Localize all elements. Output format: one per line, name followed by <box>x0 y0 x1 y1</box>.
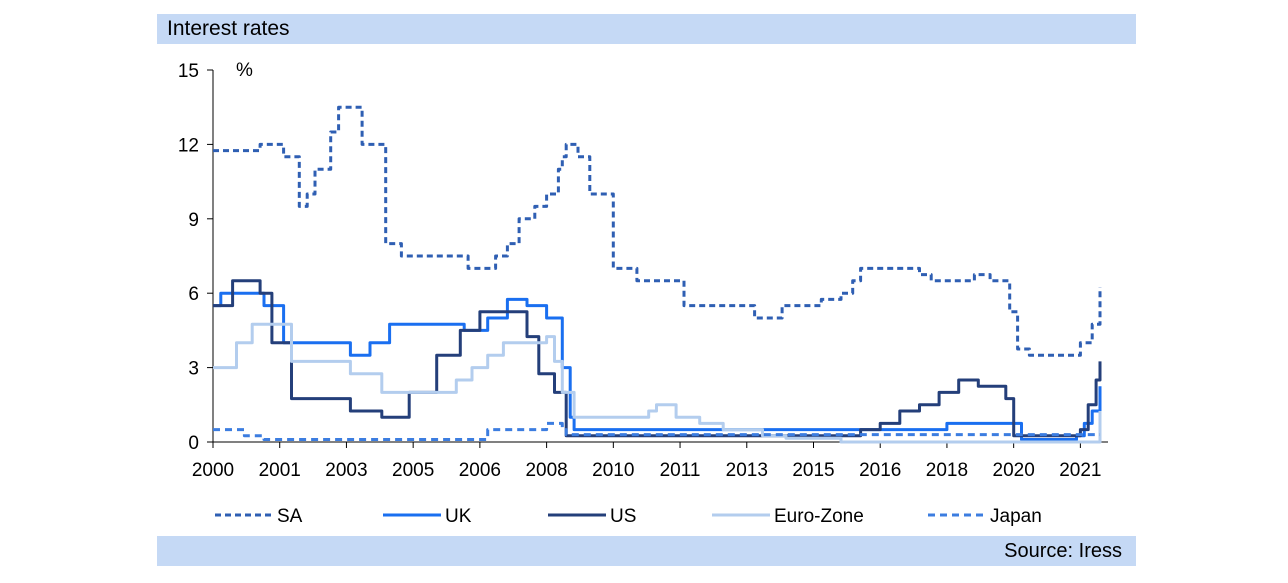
y-tick-label: 12 <box>178 135 199 156</box>
x-tick-label: 2000 <box>192 460 234 481</box>
x-tick-label: 2005 <box>392 460 434 481</box>
x-tick-label: 2015 <box>792 460 834 481</box>
x-tick-label: 2010 <box>592 460 634 481</box>
series-line-japan <box>213 421 1100 441</box>
legend-label-sa: SA <box>277 506 303 527</box>
legend-label-euro-zone: Euro-Zone <box>774 506 864 527</box>
legend-label-uk: UK <box>445 506 472 527</box>
x-tick-label: 2006 <box>459 460 501 481</box>
series-line-euro-zone <box>213 322 1102 444</box>
x-tick-label: 2018 <box>926 460 968 481</box>
x-tick-label: 2020 <box>993 460 1035 481</box>
x-tick-label: 2013 <box>726 460 768 481</box>
y-tick-label: 0 <box>188 433 199 454</box>
series-line-uk <box>213 291 1102 441</box>
y-tick-label: 6 <box>188 284 199 305</box>
series-line-us <box>213 279 1102 438</box>
legend-label-us: US <box>610 506 636 527</box>
x-tick-label: 2008 <box>525 460 567 481</box>
y-tick-label: 9 <box>188 210 199 231</box>
source-bar: Source: Iress <box>157 536 1136 566</box>
x-tick-label: 2003 <box>325 460 367 481</box>
x-tick-label: 2016 <box>859 460 901 481</box>
y-tick-label: 3 <box>188 359 199 380</box>
legend-label-japan: Japan <box>990 506 1042 527</box>
y-axis-label: % <box>236 60 253 81</box>
x-tick-label: 2001 <box>259 460 301 481</box>
chart-title: Interest rates <box>167 17 290 40</box>
y-tick-label: 15 <box>178 61 199 82</box>
series-line-sa <box>213 105 1102 357</box>
source-label: Source: Iress <box>1004 540 1122 562</box>
x-tick-label: 2011 <box>660 460 701 481</box>
title-bar: Interest rates <box>157 14 1136 44</box>
x-tick-label: 2021 <box>1059 460 1101 481</box>
